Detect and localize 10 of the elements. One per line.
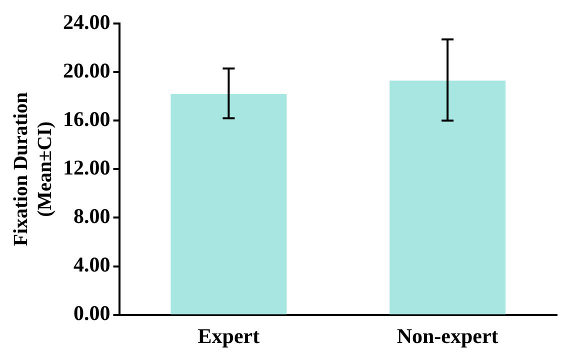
y-tick-label: 24.00 <box>63 10 110 34</box>
x-tick-label: Non-expert <box>396 324 498 348</box>
y-tick-label: 4.00 <box>74 252 110 277</box>
y-axis-title: Fixation Duration (Mean±CI) <box>10 92 56 246</box>
y-tick-label: 12.00 <box>63 156 110 180</box>
y-tick-label: 0.00 <box>74 301 110 326</box>
x-tick-label: Expert <box>198 324 260 348</box>
y-tick-label: 16.00 <box>63 107 110 132</box>
y-tick-label: 20.00 <box>63 58 110 83</box>
y-tick-label: 8.00 <box>74 204 110 228</box>
